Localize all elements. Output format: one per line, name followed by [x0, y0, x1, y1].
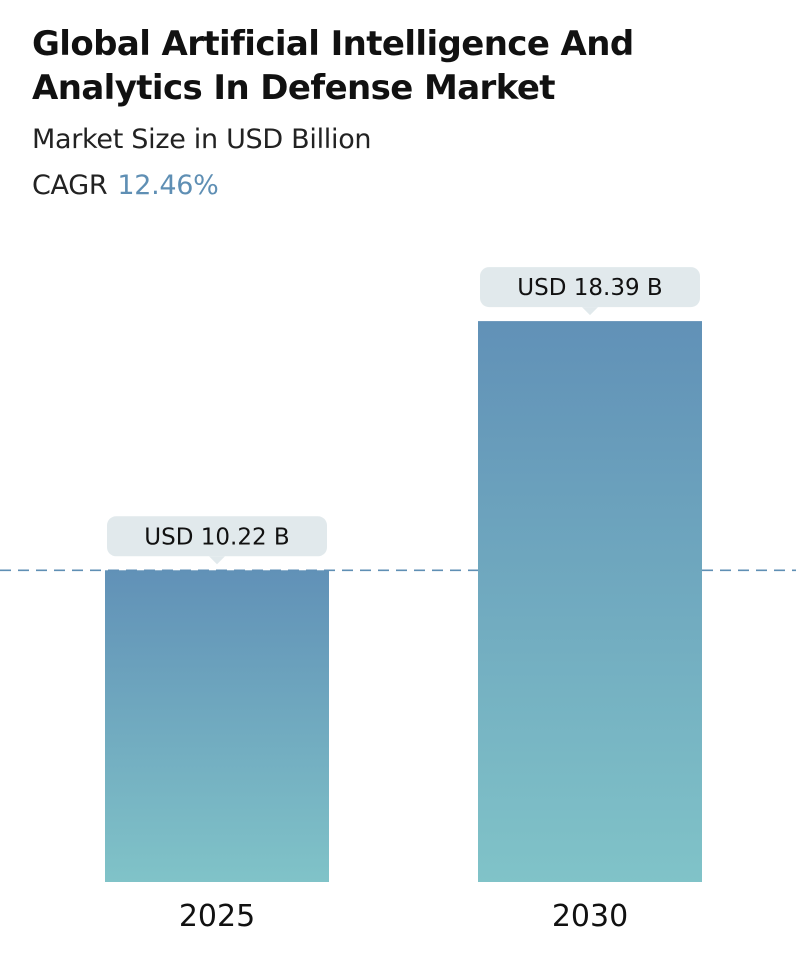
chart-header: Global Artificial Intelligence And Analy… [32, 22, 772, 204]
callout-box [107, 516, 327, 557]
value-callout-2030: USD 18.39 B [480, 267, 700, 316]
callout-pointer [582, 307, 598, 316]
value-label: USD 10.22 B [144, 524, 289, 550]
value-label: USD 18.39 B [517, 275, 662, 301]
cagr-row: CAGR 12.46% [32, 168, 772, 204]
chart-title: Global Artificial Intelligence And Analy… [32, 22, 772, 110]
chart-title-line-1: Global Artificial Intelligence And [32, 24, 634, 64]
callout-box [480, 267, 700, 308]
cagr-value: 12.46% [117, 170, 219, 201]
bar-2030 [478, 321, 702, 883]
bar-2025 [105, 570, 329, 882]
x-tick-label: 2025 [179, 899, 255, 934]
value-callout-2025: USD 10.22 B [107, 516, 327, 565]
callout-pointer [209, 556, 225, 565]
cagr-label: CAGR [32, 170, 108, 201]
x-tick-label: 2030 [552, 899, 628, 934]
chart-subtitle: Market Size in USD Billion [32, 124, 372, 155]
chart-title-line-2: Analytics In Defense Market [32, 68, 556, 108]
